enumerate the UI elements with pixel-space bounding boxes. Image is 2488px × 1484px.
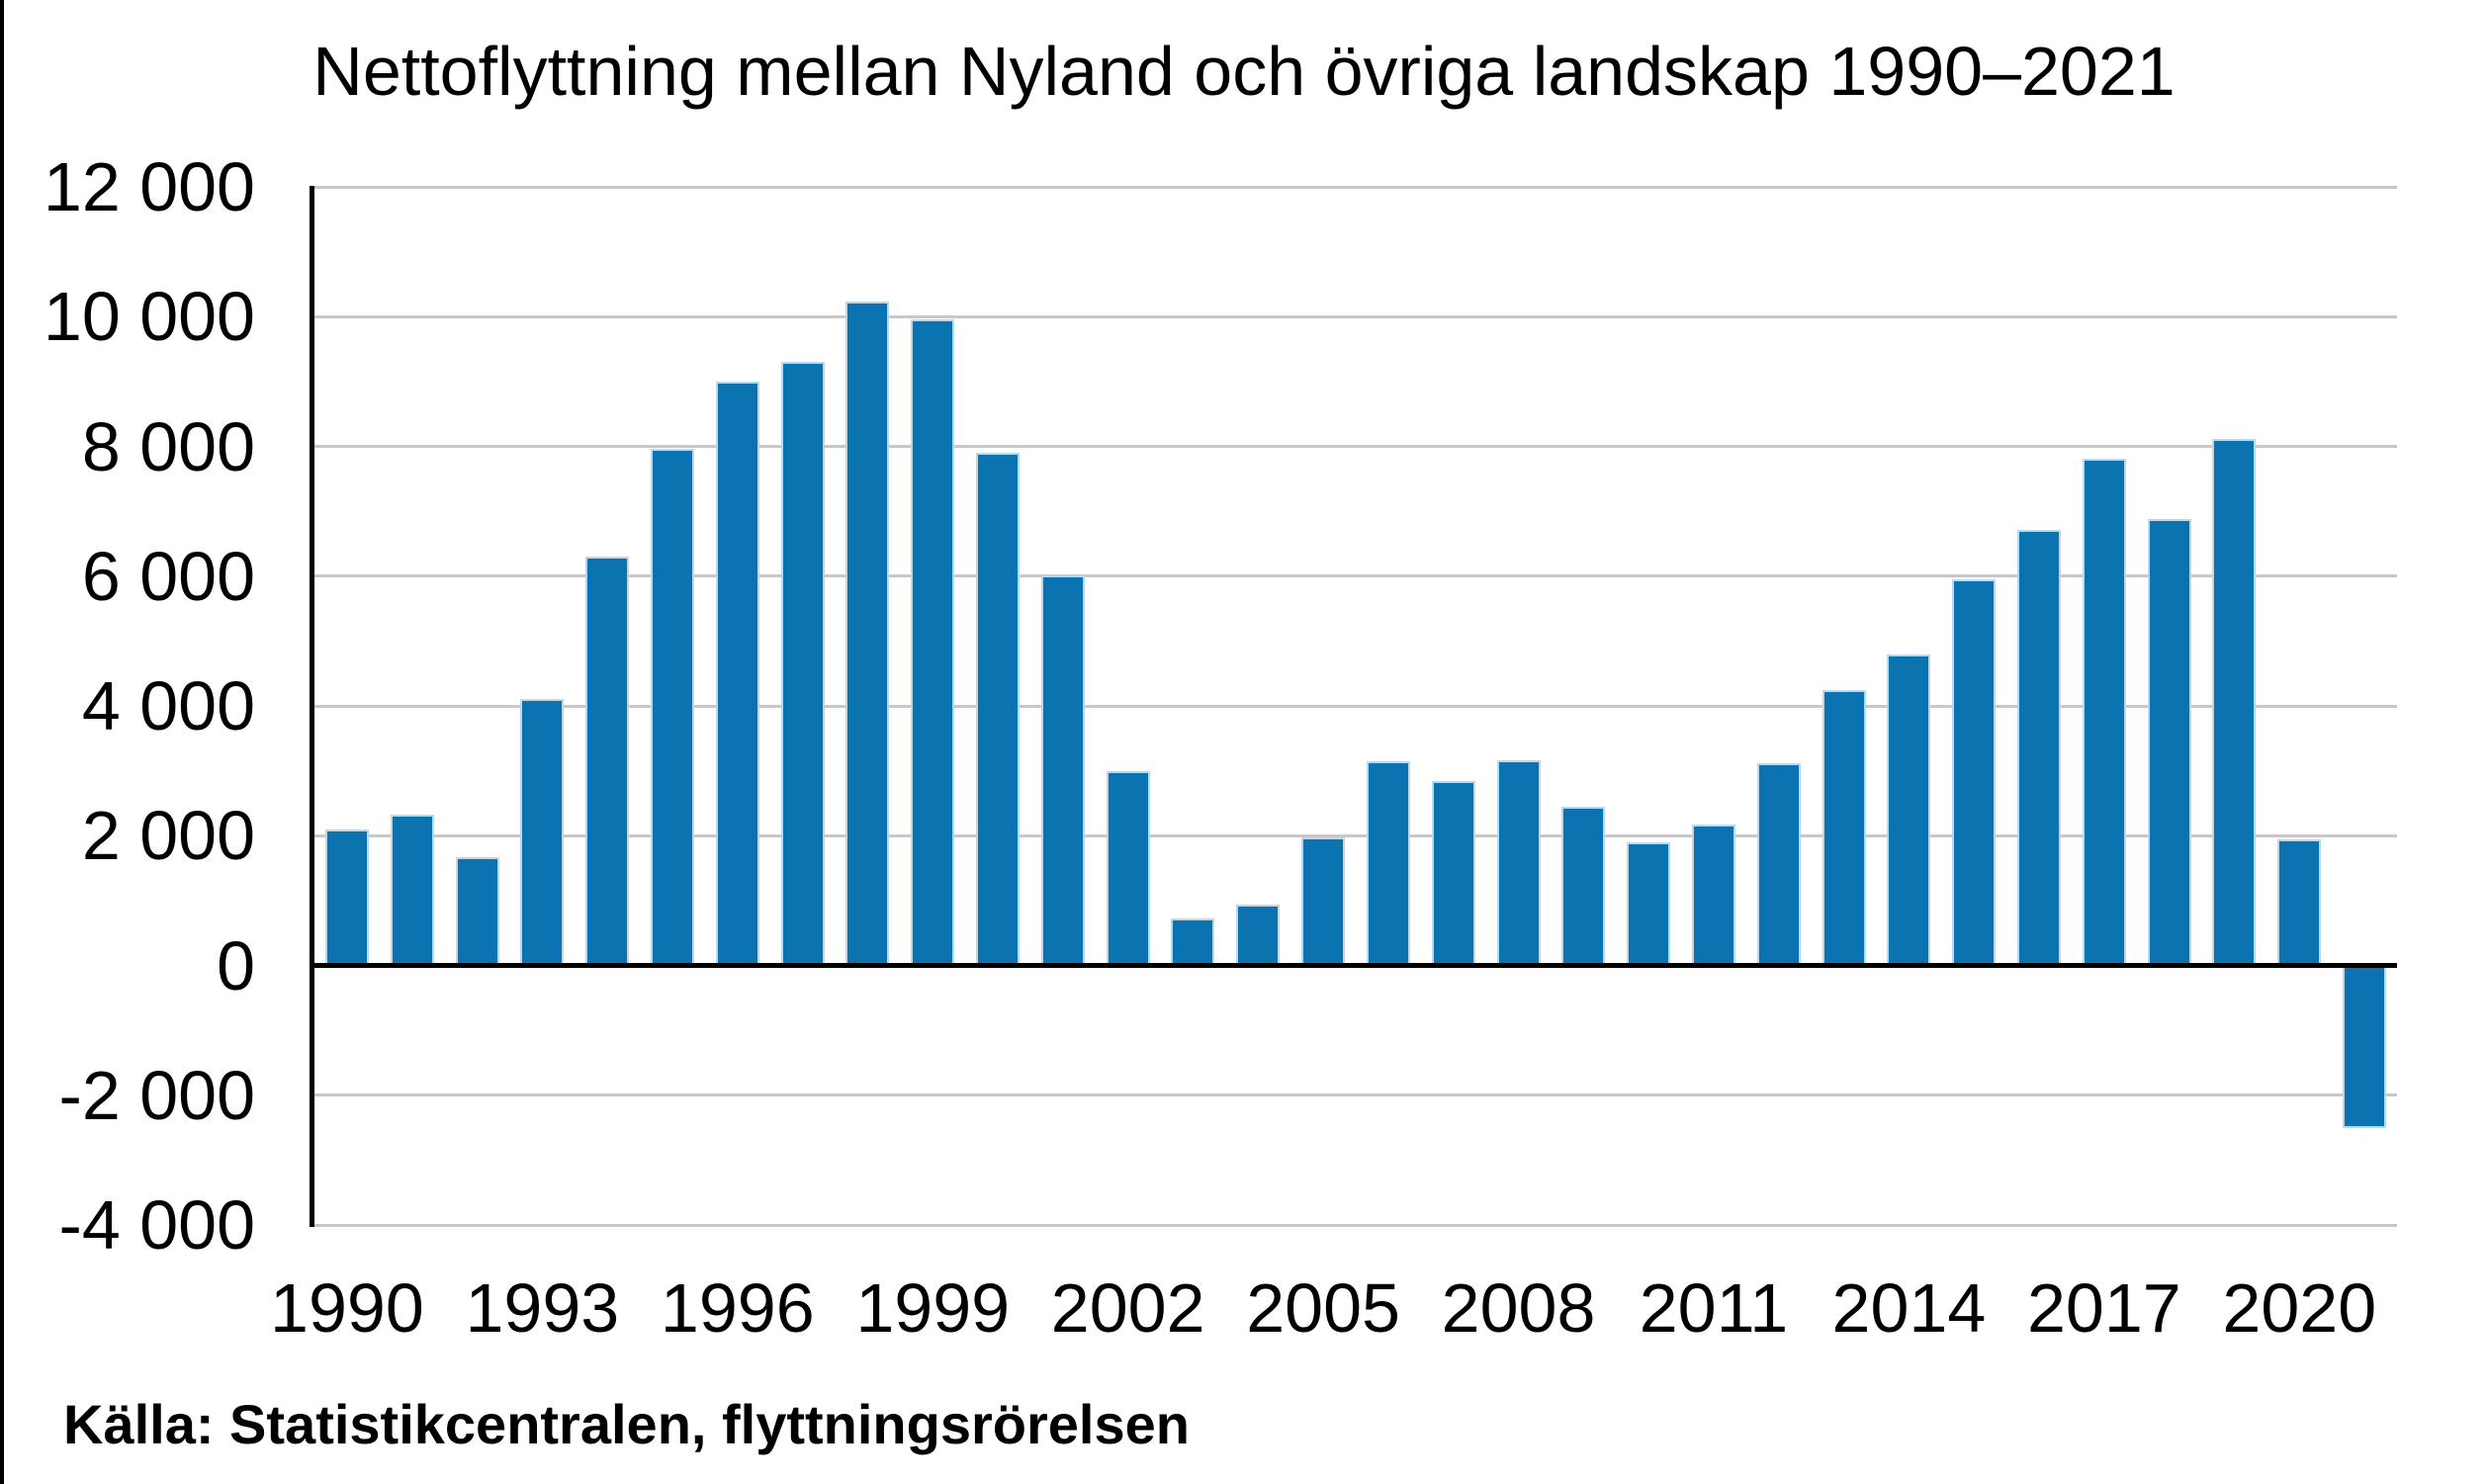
x-tick-label-1993: 1993 — [465, 1269, 620, 1347]
bar-1996 — [715, 381, 759, 966]
x-tick-label-1990: 1990 — [270, 1269, 424, 1347]
page-left-border — [0, 0, 4, 1484]
bar-2019 — [2212, 438, 2257, 966]
y-tick-label-2000: 2 000 — [81, 797, 255, 875]
bar-2004 — [1236, 904, 1281, 966]
bar-1993 — [520, 699, 565, 966]
y-tick-label-8000: 8 000 — [81, 407, 255, 485]
bar-2008 — [1496, 760, 1541, 966]
bar-2005 — [1301, 837, 1346, 966]
x-tick-label-2002: 2002 — [1050, 1269, 1205, 1347]
bar-2009 — [1561, 807, 1606, 966]
bar-2012 — [1756, 762, 1801, 966]
bar-2013 — [1822, 689, 1866, 966]
bar-2014 — [1887, 654, 1931, 966]
x-tick-label-2017: 2017 — [2026, 1269, 2181, 1347]
y-tick-label-10000: 10 000 — [43, 278, 255, 356]
bar-1999 — [911, 318, 955, 966]
bar-2006 — [1366, 760, 1410, 966]
bar-2021 — [2343, 965, 2387, 1128]
x-tick-label-1996: 1996 — [660, 1269, 815, 1347]
bar-1990 — [324, 829, 369, 966]
x-tick-label-2005: 2005 — [1246, 1269, 1400, 1347]
gridline--4000 — [314, 1223, 2397, 1227]
y-axis-line — [310, 185, 314, 1227]
bar-1995 — [650, 449, 694, 966]
bar-2000 — [976, 453, 1021, 966]
gridline--2000 — [314, 1093, 2397, 1097]
bar-2020 — [2277, 839, 2322, 966]
bar-2002 — [1106, 770, 1150, 966]
chart-title: Nettoflyttning mellan Nyland och övriga … — [312, 33, 2176, 110]
gridline-6000 — [314, 574, 2397, 578]
y-tick-label-4000: 4 000 — [81, 667, 255, 744]
x-tick-label-2011: 2011 — [1639, 1269, 1789, 1347]
bar-1997 — [780, 362, 825, 966]
y-tick-label--2000: -2 000 — [58, 1056, 255, 1134]
gridline-2000 — [314, 833, 2397, 837]
bar-2011 — [1691, 825, 1735, 966]
x-tick-label-2020: 2020 — [2222, 1269, 2377, 1347]
x-axis-zero-line — [310, 963, 2397, 968]
gridline-4000 — [314, 704, 2397, 708]
x-tick-label-1999: 1999 — [855, 1269, 1011, 1347]
bar-2001 — [1040, 575, 1085, 966]
y-tick-label-0: 0 — [217, 926, 255, 1004]
bar-1994 — [585, 557, 630, 966]
y-tick-label-12000: 12 000 — [43, 148, 255, 225]
bar-2015 — [1952, 579, 1997, 966]
x-tick-label-2008: 2008 — [1441, 1269, 1596, 1347]
bar-1998 — [845, 302, 890, 966]
bar-1991 — [390, 814, 434, 966]
y-tick-label--4000: -4 000 — [58, 1186, 255, 1264]
bar-1992 — [455, 856, 499, 966]
bar-2018 — [2147, 519, 2191, 966]
bar-2007 — [1431, 781, 1475, 966]
x-tick-label-2014: 2014 — [1831, 1269, 1987, 1347]
source-caption: Källa: Statistikcentralen, flyttningsrör… — [63, 1393, 1190, 1455]
gridline-8000 — [314, 445, 2397, 448]
bar-2016 — [2017, 530, 2062, 966]
bar-2010 — [1627, 842, 1671, 966]
gridline-12000 — [314, 185, 2397, 189]
gridline-10000 — [314, 314, 2397, 318]
y-tick-label-6000: 6 000 — [81, 537, 255, 615]
bar-2017 — [2082, 458, 2126, 966]
bar-2003 — [1171, 918, 1215, 966]
